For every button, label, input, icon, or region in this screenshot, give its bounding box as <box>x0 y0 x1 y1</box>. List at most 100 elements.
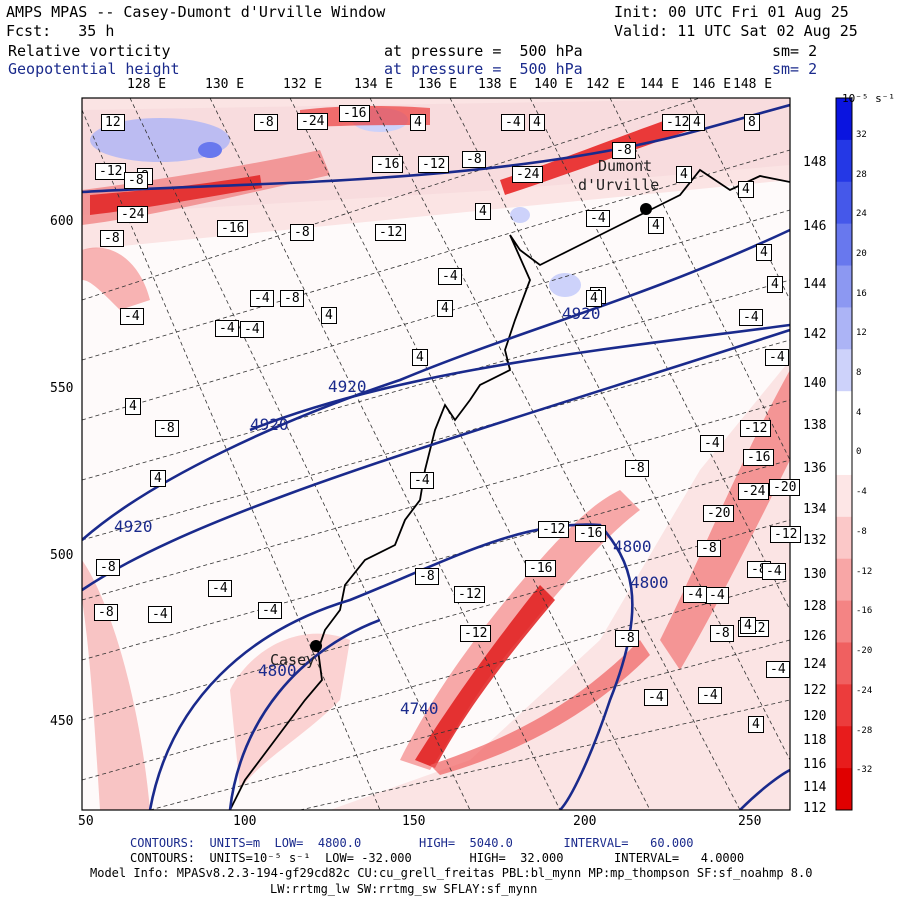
negative-vorticity-band <box>82 247 150 310</box>
antarctic-coastline <box>229 168 790 810</box>
vorticity-value-label: -8 <box>625 460 649 477</box>
latitude-label: 136 <box>803 461 827 476</box>
vorticity-value-label: -8 <box>100 230 124 247</box>
negative-vorticity-band <box>500 115 690 195</box>
vorticity-value-label: -4 <box>215 320 239 337</box>
latitude-label: 132 <box>803 533 827 548</box>
latitude-label: 134 <box>803 502 827 517</box>
vorticity-value-label: -4 <box>765 349 789 366</box>
colorbar-tick-label: 0 <box>856 447 862 457</box>
field2-level: at pressure = 500 hPa <box>384 60 583 78</box>
vorticity-value-label: -20 <box>703 505 735 522</box>
latitude-label: 140 <box>803 376 827 391</box>
vorticity-value-label: 4 <box>740 617 756 634</box>
negative-vorticity-band <box>415 585 555 768</box>
vorticity-value-label: -4 <box>410 472 434 489</box>
latitude-label: 112 <box>803 801 827 816</box>
positive-vorticity-patch <box>549 273 581 297</box>
colorbar-tick-label: -28 <box>856 726 873 736</box>
colorbar-swatch <box>836 139 852 183</box>
latlon-grid <box>82 98 790 810</box>
negative-vorticity-band <box>230 633 350 790</box>
latitude-label: 124 <box>803 657 827 672</box>
field1-name: Relative vorticity <box>8 42 171 60</box>
casey-label: Casey <box>270 651 316 669</box>
colorbar <box>835 97 853 811</box>
vorticity-value-label: -8 <box>415 568 439 585</box>
x-tick-label: 200 <box>573 814 597 829</box>
vorticity-value-label: -4 <box>700 435 724 452</box>
height-contour-label: 4920 <box>328 377 367 396</box>
colorbar-tick-label: -12 <box>856 567 873 577</box>
vorticity-value-label: 4 <box>437 300 453 317</box>
vorticity-value-label: -8 <box>96 559 120 576</box>
colorbar-swatch <box>836 391 852 434</box>
vorticity-value-label: -8 <box>710 625 734 642</box>
height-contour-label: 4920 <box>250 415 289 434</box>
colorbar-tick-label: -20 <box>856 646 873 656</box>
vorticity-value-label: -16 <box>339 105 371 122</box>
vorticity-value-label: 4 <box>150 470 166 487</box>
dumont-durville-station-marker <box>640 203 652 215</box>
footer-model-info: Model Info: MPASv8.2.3-194-gf29cd82c CU:… <box>90 866 813 880</box>
latitude-label: 146 <box>803 219 827 234</box>
vorticity-value-label: 4 <box>676 166 692 183</box>
colorbar-swatch <box>836 349 852 392</box>
forecast-hour: Fcst: 35 h <box>6 22 115 40</box>
vorticity-value-label: 4 <box>748 716 764 733</box>
valid-time: Valid: 11 UTC Sat 02 Aug 25 <box>614 22 858 40</box>
colorbar-tick-label: 28 <box>856 170 867 180</box>
vorticity-value-label: -8 <box>612 142 636 159</box>
negative-vorticity-band <box>82 560 150 810</box>
positive-vorticity-patch <box>510 207 530 223</box>
vorticity-value-label: -12 <box>770 526 802 543</box>
casey-station-marker <box>310 640 322 652</box>
vorticity-value-label: -12 <box>375 224 407 241</box>
positive-vorticity-patch <box>90 118 230 162</box>
height-contour-label: 4800 <box>613 537 652 556</box>
y-tick-label: 450 <box>50 714 74 729</box>
footer-model-info-physics: LW:rrtmg_lw SW:rrtmg_sw SFLAY:sf_mynn <box>270 882 538 896</box>
longitude-label: 130 E <box>205 77 245 92</box>
vorticity-value-label: -12 <box>418 156 450 173</box>
vorticity-value-label: -4 <box>240 321 264 338</box>
vorticity-value-label: -16 <box>575 525 607 542</box>
vorticity-value-label: -16 <box>743 449 775 466</box>
colorbar-tick-label: 20 <box>856 249 867 259</box>
colorbar-swatch <box>836 474 852 518</box>
latitude-label: 144 <box>803 277 827 292</box>
vorticity-value-label: -20 <box>769 479 801 496</box>
colorbar-swatch <box>836 684 852 727</box>
vorticity-value-label: -4 <box>258 602 282 619</box>
vorticity-value-label: 4 <box>689 114 705 131</box>
vorticity-value-label: -4 <box>766 661 790 678</box>
vorticity-value-label: -4 <box>250 290 274 307</box>
footer-vorticity-contours: CONTOURS: UNITS=10⁻⁵ s⁻¹ LOW= -32.000 HI… <box>130 851 745 865</box>
vorticity-value-label: -8 <box>155 420 179 437</box>
colorbar-tick-label: 8 <box>856 368 862 378</box>
colorbar-frame <box>835 97 853 811</box>
vorticity-value-label: -4 <box>739 309 763 326</box>
x-tick-label: 50 <box>78 814 94 829</box>
vorticity-value-label: -12 <box>538 521 570 538</box>
latitude-label: 122 <box>803 683 827 698</box>
colorbar-swatch <box>836 558 852 602</box>
vorticity-value-label: -12 <box>662 114 694 131</box>
latitude-label: 138 <box>803 418 827 433</box>
colorbar-tick-label: -8 <box>856 527 867 537</box>
longitude-label: 138 E <box>478 77 518 92</box>
vorticity-value-label: -4 <box>586 210 610 227</box>
plot-frame <box>81 97 791 811</box>
vorticity-value-label: 4 <box>412 349 428 366</box>
colorbar-swatch <box>836 181 852 225</box>
latitude-label: 116 <box>803 757 827 772</box>
init-time: Init: 00 UTC Fri 01 Aug 25 <box>614 3 849 21</box>
vorticity-value-label: 12 <box>101 114 125 131</box>
x-tick-label: 250 <box>738 814 762 829</box>
vorticity-value-label: -12 <box>95 163 127 180</box>
dumont-durville-label: Dumont <box>598 157 653 175</box>
height-contour-label: 4740 <box>400 699 439 718</box>
vorticity-value-label: 4 <box>321 307 337 324</box>
y-tick-label: 500 <box>50 548 74 563</box>
longitude-label: 140 E <box>534 77 574 92</box>
